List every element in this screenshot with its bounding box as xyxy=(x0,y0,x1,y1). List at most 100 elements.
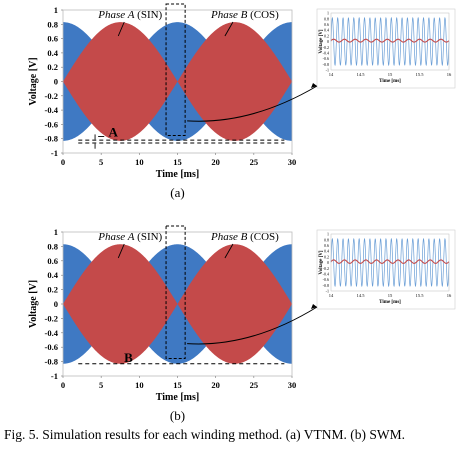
inset-y-tick-label: 0.8 xyxy=(324,237,329,242)
inset-plot-b: 10.80.60.40.20-0.2-0.4-0.6-0.8-114 14.5 15… xyxy=(187,229,456,345)
inset-y-tick-label: 0.6 xyxy=(324,22,329,27)
inset-carrier-series xyxy=(330,16,450,67)
y-tick-label: 0 xyxy=(54,299,58,309)
marker-a: A xyxy=(108,125,118,140)
inset-y-tick-label: -0.2 xyxy=(323,266,329,271)
inset-y-tick-label: 1 xyxy=(327,232,329,237)
x-tick-label: 5 xyxy=(99,380,103,390)
inset-plot-a: 10.80.60.40.20-0.2-0.4-0.6-0.8-114 14.5 15… xyxy=(187,8,456,122)
inset-y-tick-label: 1 xyxy=(327,11,329,16)
x-tick-label: 25 xyxy=(250,380,259,390)
inset-envelope-series xyxy=(330,259,450,264)
inset-y-tick-label: 0.4 xyxy=(324,28,329,33)
inset-y-tick-label: -0.2 xyxy=(323,45,329,50)
y-tick-label: -0.2 xyxy=(45,313,58,323)
phase-b-label: Phase B (COS) xyxy=(210,9,279,21)
inset-y-tick-label: -1 xyxy=(326,289,329,294)
inset-x-tick-label: 14 xyxy=(329,72,334,77)
x-tick-label: 0 xyxy=(61,380,65,390)
x-tick-label: 20 xyxy=(211,380,220,390)
series-phase-a-sin xyxy=(63,22,292,141)
phase-a-arrow xyxy=(117,243,125,259)
y-tick-label: -0.8 xyxy=(45,357,58,367)
inset-y-tick-label: 0.2 xyxy=(324,33,329,38)
x-tick-label: 15 xyxy=(173,380,182,390)
inset-x-tick-label: 15 xyxy=(388,72,393,77)
x-tick-label: 25 xyxy=(250,157,259,167)
callout-arrow xyxy=(187,85,318,122)
y-tick-label: 0.6 xyxy=(47,256,58,266)
y-tick-label: 0.8 xyxy=(47,19,58,29)
phase-b-arrow xyxy=(224,243,234,259)
y-axis-label: Voltage [V] xyxy=(28,57,39,105)
inset-y-tick-label: 0 xyxy=(327,260,329,265)
inset-x-tick-label: 16 xyxy=(447,72,452,77)
phase-a-label: Phase A (SIN) xyxy=(97,231,162,243)
inset-y-tick-label: 0.2 xyxy=(324,254,329,259)
inset-y-tick-label: -0.4 xyxy=(323,51,329,56)
y-tick-label: 1 xyxy=(54,5,58,15)
phase-a-arrow xyxy=(117,21,125,37)
callout-arrowhead xyxy=(311,304,317,309)
main-plot-b: 10.80.60.40.20-0.2-0.4-0.6-0.8-10 5 10 15 20… xyxy=(28,225,297,423)
inset-carrier-series xyxy=(330,237,450,288)
inset-y-tick-label: -0.8 xyxy=(323,62,329,67)
y-tick-label: -0.4 xyxy=(45,328,59,338)
y-tick-label: -1 xyxy=(51,371,58,381)
x-tick-label: 30 xyxy=(288,157,297,167)
inset-x-tick-label: 15.5 xyxy=(416,293,425,298)
y-tick-label: 0.4 xyxy=(47,48,58,58)
figure-canvas: 10.80.60.40.20-0.2-0.4-0.6-0.8-10 5 10 15 20… xyxy=(28,3,456,423)
y-tick-label: 0.4 xyxy=(47,270,58,280)
y-tick-label: -1 xyxy=(51,148,58,158)
inset-x-tick-label: 15.5 xyxy=(416,72,425,77)
phase-a-label: Phase A (SIN) xyxy=(97,9,162,21)
y-tick-label: -0.4 xyxy=(45,105,59,115)
inset-x-tick-label: 14 xyxy=(329,293,334,298)
inset-frame xyxy=(316,8,456,89)
y-tick-label: -0.8 xyxy=(45,134,58,144)
x-tick-label: 15 xyxy=(173,157,182,167)
inset-y-tick-label: -0.8 xyxy=(323,283,329,288)
y-tick-label: 1 xyxy=(54,227,58,237)
x-tick-label: 5 xyxy=(99,157,103,167)
marker-b: B xyxy=(124,350,133,365)
y-axis-label: Voltage [V] xyxy=(28,280,39,328)
x-tick-label: 10 xyxy=(135,380,144,390)
x-tick-label: 20 xyxy=(211,157,220,167)
inset-y-tick-label: -0.6 xyxy=(323,277,329,282)
inset-y-tick-label: 0 xyxy=(327,39,329,44)
y-tick-label: -0.6 xyxy=(45,342,58,352)
inset-axes xyxy=(330,12,450,71)
inset-x-axis-label: Time [ms] xyxy=(379,79,401,84)
x-axis-label: Time [ms] xyxy=(156,392,199,403)
y-tick-label: 0 xyxy=(54,77,58,87)
inset-x-tick-label: 15 xyxy=(388,293,393,298)
x-tick-label: 10 xyxy=(135,157,144,167)
callout-arrowhead xyxy=(311,83,317,88)
panel-label-b: (b) xyxy=(170,408,185,423)
x-axis-label: Time [ms] xyxy=(156,169,199,180)
inset-y-tick-label: 0.8 xyxy=(324,16,329,21)
inset-y-tick-label: 0.6 xyxy=(324,243,329,248)
inset-frame xyxy=(316,229,456,310)
inset-y-tick-label: -0.4 xyxy=(323,272,329,277)
inset-y-axis-label: Voltage [V] xyxy=(319,250,324,274)
x-tick-label: 30 xyxy=(288,380,297,390)
panel-label-a: (a) xyxy=(170,185,184,200)
series-phase-a-sin xyxy=(63,244,292,364)
inset-y-tick-label: 0.4 xyxy=(324,249,329,254)
y-tick-label: 0.2 xyxy=(47,285,58,295)
x-tick-label: 0 xyxy=(61,157,65,167)
y-tick-label: -0.2 xyxy=(45,91,58,101)
y-tick-label: 0.2 xyxy=(47,62,58,72)
inset-x-tick-label: 14.5 xyxy=(357,293,366,298)
figure-caption: Fig. 5. Simulation results for each wind… xyxy=(4,427,405,442)
phase-b-arrow xyxy=(224,21,234,37)
inset-axes xyxy=(330,233,450,292)
y-tick-label: 0.8 xyxy=(47,241,58,251)
inset-x-tick-label: 14.5 xyxy=(357,72,366,77)
inset-y-tick-label: -1 xyxy=(326,68,329,73)
inset-x-tick-label: 16 xyxy=(447,293,452,298)
main-plot-a: 10.80.60.40.20-0.2-0.4-0.6-0.8-10 5 10 15 20… xyxy=(28,3,297,200)
